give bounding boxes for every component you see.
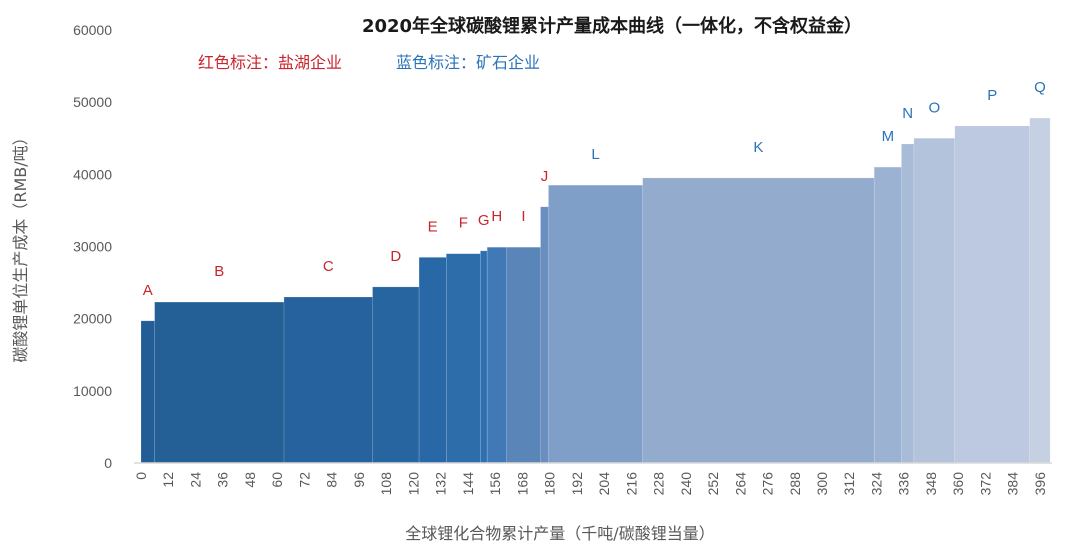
bar-G: [480, 250, 488, 464]
y-ticks: 0 10000 20000 30000 40000 50000 60000: [73, 22, 112, 471]
x-tick-label: 108: [378, 472, 394, 496]
x-tick-label: 312: [841, 472, 857, 496]
y-tick-label: 10000: [73, 383, 112, 399]
bar-B: [154, 301, 285, 464]
x-tick-label: 204: [596, 472, 612, 496]
y-tick-label: 30000: [73, 239, 112, 255]
segment-label-M: M: [882, 128, 895, 145]
x-tick-label: 120: [405, 472, 421, 496]
bar-E: [418, 257, 447, 464]
x-tick-label: 168: [514, 472, 530, 496]
x-tick-label: 288: [787, 472, 803, 496]
segment-label-H: H: [491, 208, 502, 225]
segment-label-J: J: [541, 168, 549, 185]
legend-brine: 红色标注：盐湖企业: [198, 53, 342, 72]
segment-label-A: A: [143, 282, 153, 299]
y-tick-label: 20000: [73, 311, 112, 327]
segment-label-N: N: [902, 105, 913, 122]
segment-labels: A B C D E F G H I J L K MN O P Q: [143, 79, 1046, 299]
x-tick-label: 300: [814, 472, 830, 496]
segment-label-F: F: [459, 215, 468, 232]
x-tick-label: 36: [215, 472, 231, 488]
x-tick-label: 228: [651, 472, 667, 496]
bar-K: [642, 177, 875, 464]
x-tick-label: 372: [977, 472, 993, 496]
segment-label-D: D: [390, 248, 401, 265]
segment-label-I: I: [521, 208, 525, 225]
legend-ore: 蓝色标注：矿石企业: [396, 53, 540, 72]
x-tick-label: 324: [868, 472, 884, 496]
x-ticks: 0 12 24 36 48 60 72 84 96 108 120 132 144 156 168 180 19…: [133, 472, 1048, 496]
x-tick-label: 240: [678, 472, 694, 496]
segment-label-K: K: [753, 139, 763, 156]
x-tick-label: 132: [433, 472, 449, 496]
x-tick-label: 24: [187, 472, 203, 488]
bars: [140, 117, 1051, 464]
y-tick-label: 60000: [73, 22, 112, 38]
segment-label-Q: Q: [1034, 79, 1046, 96]
bar-N: [901, 143, 915, 464]
x-tick-label: 276: [760, 472, 776, 496]
x-tick-label: 60: [269, 472, 285, 488]
bar-H: [486, 246, 507, 464]
x-tick-label: 0: [133, 472, 149, 480]
segment-label-B: B: [214, 263, 224, 280]
bar-Q: [1029, 117, 1051, 464]
y-tick-label: 50000: [73, 94, 112, 110]
x-tick-label: 336: [896, 472, 912, 496]
bar-C: [283, 296, 373, 464]
x-tick-label: 384: [1005, 472, 1021, 496]
x-tick-label: 180: [542, 472, 558, 496]
segment-label-C: C: [323, 258, 334, 275]
x-tick-label: 264: [732, 472, 748, 496]
y-tick-label: 0: [104, 455, 112, 471]
bar-D: [372, 286, 420, 464]
bar-P: [954, 125, 1031, 464]
bar-F: [446, 253, 481, 464]
bar-A: [140, 320, 155, 464]
chart-title: 2020年全球碳酸锂累计产量成本曲线（一体化，不含权益金）: [362, 15, 862, 37]
x-tick-label: 360: [950, 472, 966, 496]
x-tick-label: 84: [324, 472, 340, 488]
x-tick-label: 48: [242, 472, 258, 488]
x-tick-label: 72: [296, 472, 312, 488]
x-tick-label: 216: [623, 472, 639, 496]
x-tick-label: 96: [351, 472, 367, 488]
segment-label-E: E: [428, 218, 438, 235]
segment-label-G: G: [478, 212, 490, 229]
x-tick-label: 252: [705, 472, 721, 496]
y-axis-label: 碳酸锂单位生产成本（RMB/吨）: [11, 129, 30, 362]
segment-label-L: L: [591, 146, 599, 163]
segment-label-P: P: [987, 87, 997, 104]
y-tick-label: 40000: [73, 166, 112, 182]
bar-M: [873, 166, 902, 464]
bar-I: [506, 246, 541, 464]
segment-label-O: O: [929, 99, 941, 116]
bar-L: [548, 184, 643, 464]
bar-J: [540, 206, 549, 464]
x-tick-label: 12: [160, 472, 176, 488]
x-axis-label: 全球锂化合物累计产量（千吨/碳酸锂当量）: [405, 524, 714, 543]
x-tick-label: 156: [487, 472, 503, 496]
x-tick-label: 348: [923, 472, 939, 496]
x-tick-label: 144: [460, 472, 476, 496]
x-tick-label: 192: [569, 472, 585, 496]
bar-O: [913, 137, 956, 464]
x-tick-label: 396: [1032, 472, 1048, 496]
